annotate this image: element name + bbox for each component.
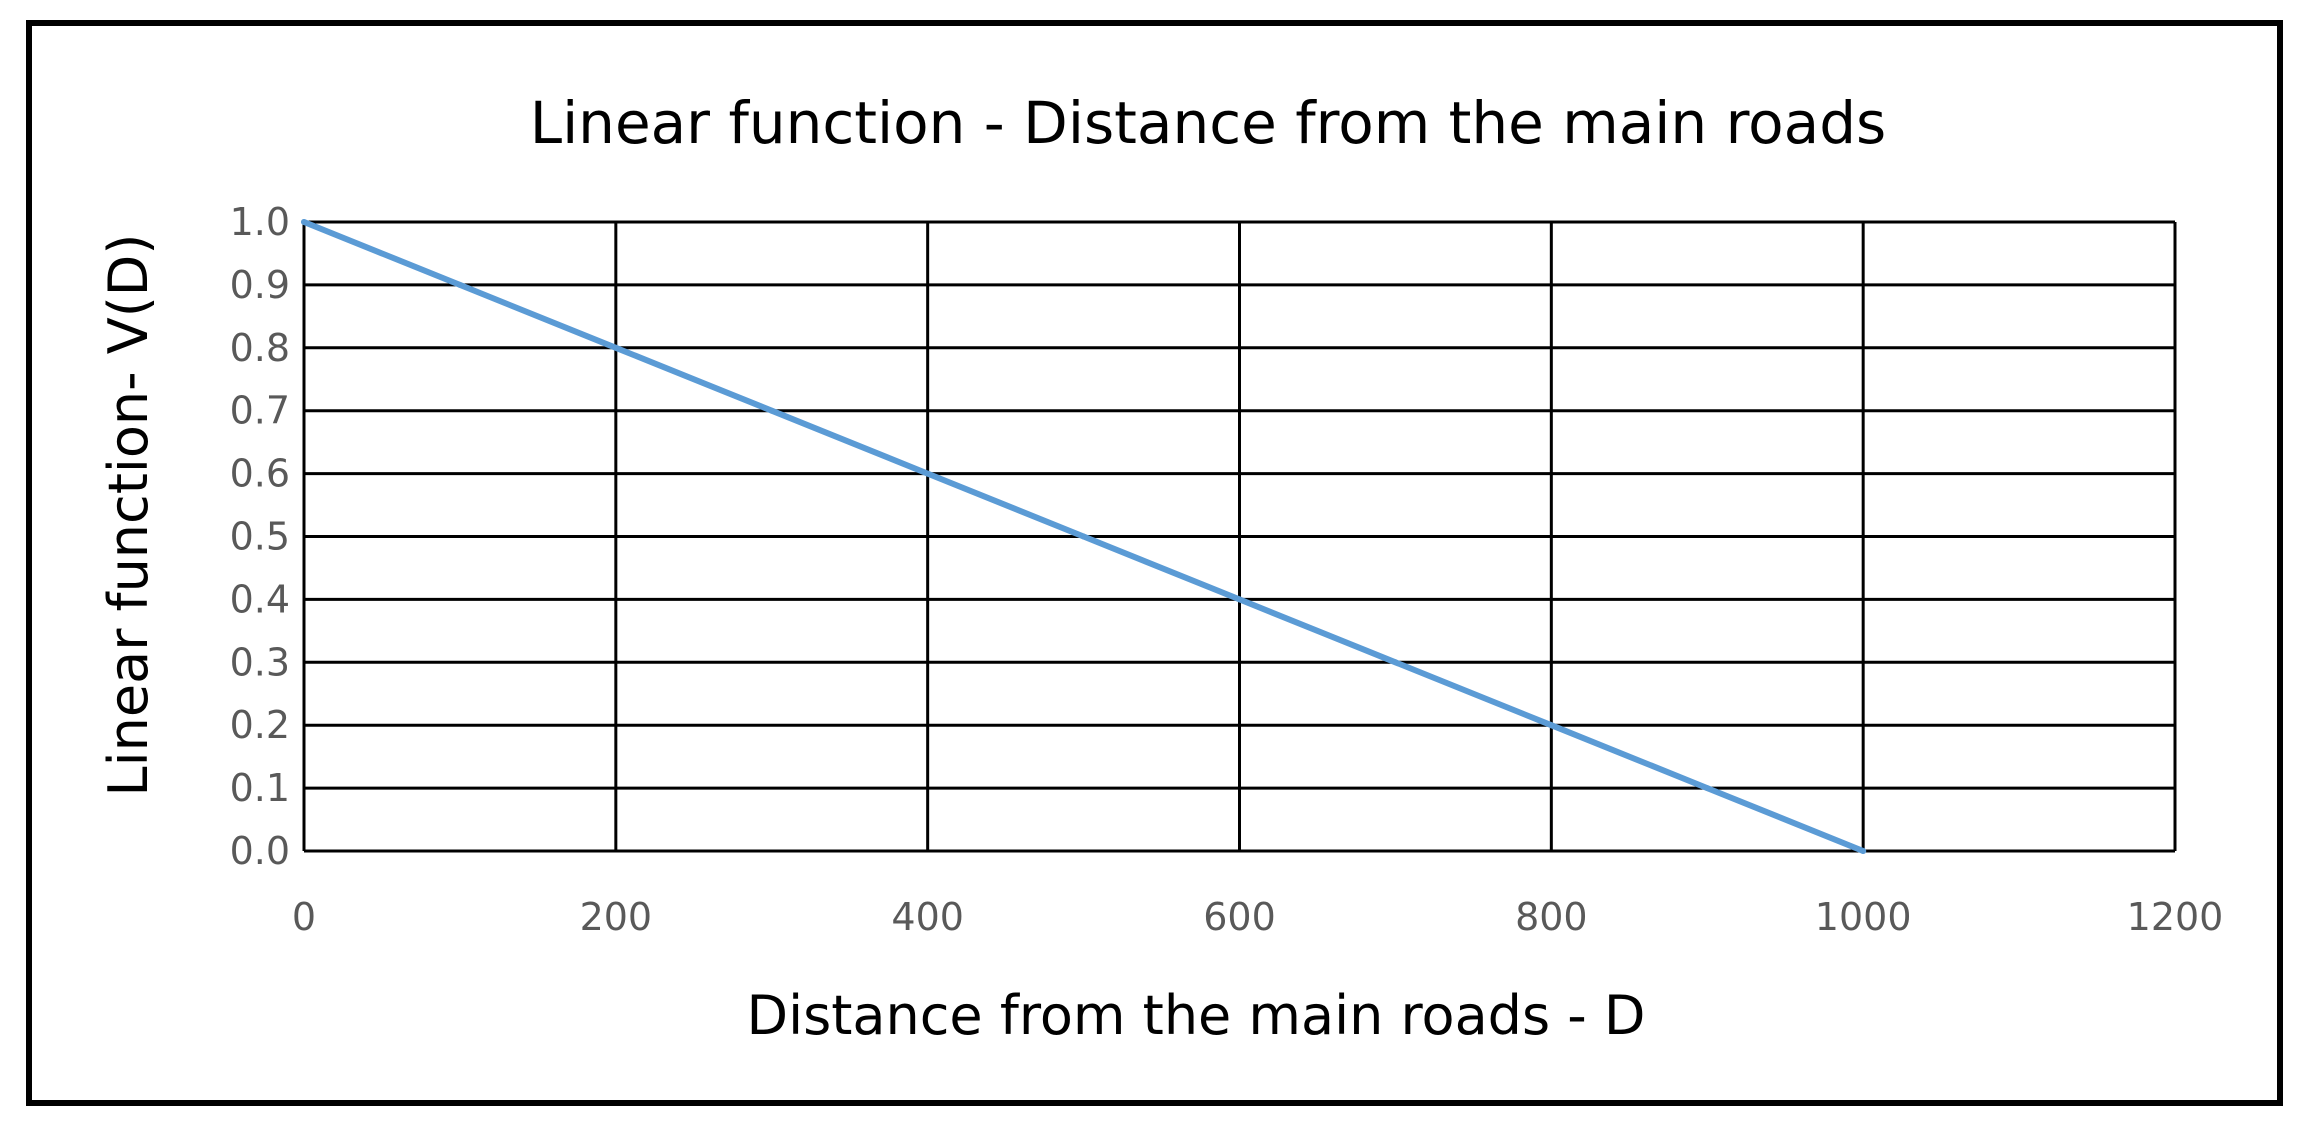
chart-title: Linear function - Distance from the main…	[530, 89, 1887, 157]
data-point	[768, 407, 775, 414]
data-point	[1548, 722, 1555, 729]
y-tick-label: 0.4	[230, 577, 290, 621]
data-point	[612, 344, 619, 351]
y-axis-title: Linear function- V(D)	[97, 234, 160, 797]
y-tick-label: 0.5	[230, 515, 290, 559]
x-tick-label: 0	[292, 895, 316, 939]
x-tick-label: 400	[891, 895, 964, 939]
data-point	[924, 470, 931, 477]
y-tick-label: 0.9	[230, 263, 290, 307]
x-tick-label: 200	[580, 895, 653, 939]
y-tick-label: 0.6	[230, 452, 290, 496]
y-tick-label: 0.0	[230, 829, 290, 873]
y-tick-label: 0.3	[230, 640, 290, 684]
y-tick-label: 0.1	[230, 766, 290, 810]
y-tick-label: 0.8	[230, 326, 290, 370]
y-tick-label: 0.2	[230, 703, 290, 747]
y-tick-label: 1.0	[230, 200, 290, 244]
data-point	[456, 281, 463, 288]
series-layer	[301, 219, 1867, 854]
grid	[302, 220, 2177, 853]
y-axis-ticks: 0.0 0.1 0.2 0.3 0.4 0.5 0.6 0.7 0.8 0.9 1.0	[230, 200, 290, 873]
data-point	[1860, 848, 1867, 854]
x-tick-label: 800	[1515, 895, 1588, 939]
data-point	[1392, 659, 1399, 666]
data-point	[1704, 785, 1711, 792]
x-tick-label: 600	[1203, 895, 1276, 939]
y-tick-label: 0.7	[230, 389, 290, 433]
x-axis-ticks: 0 200 400 600 800 1000 1200	[292, 895, 2223, 939]
x-axis-title: Distance from the main roads - D	[747, 984, 1646, 1047]
data-point	[301, 219, 307, 225]
data-point	[1080, 533, 1087, 540]
x-tick-label: 1200	[2127, 895, 2224, 939]
x-tick-label: 1000	[1815, 895, 1912, 939]
data-point	[1236, 596, 1243, 603]
